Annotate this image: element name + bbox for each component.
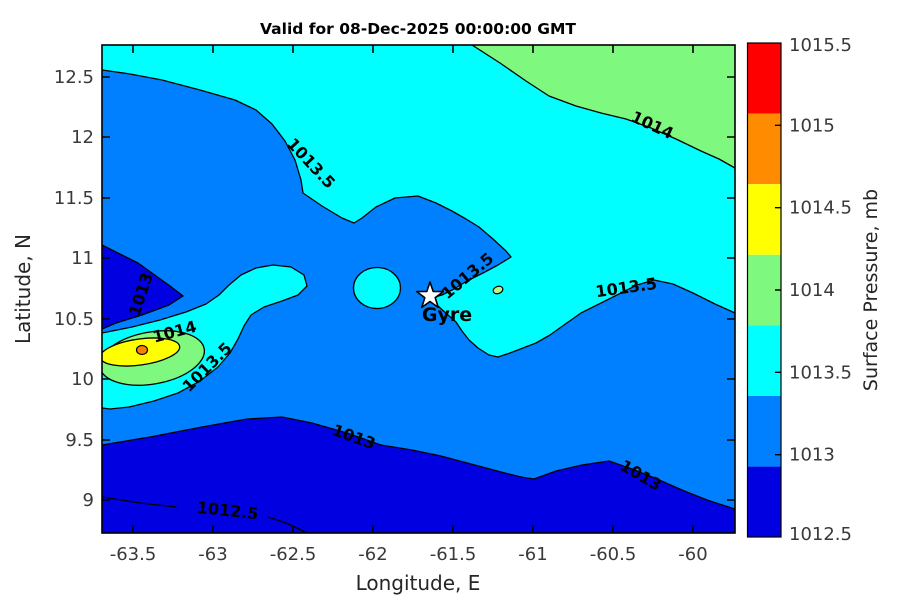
x-tick-label: -60.5 — [590, 544, 637, 565]
y-tick-label: 11.5 — [54, 188, 94, 209]
colorbar-band-orange — [747, 113, 781, 185]
y-tick-label: 9.5 — [65, 430, 94, 451]
colorbar-tick-label: 1014.5 — [789, 198, 852, 219]
gyre-label: Gyre — [422, 304, 472, 326]
colorbar-band-red — [747, 43, 781, 114]
plot-border — [101, 44, 736, 534]
colorbar-tick-label: 1013.5 — [789, 362, 852, 383]
colorbar-tick-labels: 1015.5 1015 1014.5 1014 1013.5 1013 1012… — [789, 35, 852, 545]
y-tick-marks — [102, 76, 735, 501]
contour-region-1014-northeast — [472, 45, 735, 168]
colorbar-band-blue — [747, 396, 781, 467]
axes-ticks — [101, 44, 736, 534]
y-tick-label: 12.5 — [54, 67, 94, 88]
colorbar-band-deep-blue — [747, 466, 781, 537]
contour-line-1014 — [471, 45, 735, 169]
contour-region-1015-core — [135, 344, 149, 356]
y-tick-label: 10.5 — [54, 309, 94, 330]
contour-region-1013p5-circle — [352, 266, 402, 310]
y-tick-label: 10 — [71, 369, 94, 390]
colorbar: 1015.5 1015 1014.5 1014 1013.5 1013 1012… — [746, 35, 882, 545]
y-tick-label: 11 — [71, 248, 94, 269]
contour-line-1013p5-island — [102, 264, 308, 410]
contour-region-1013p5-1014 — [102, 45, 735, 357]
colorbar-tick-label: 1015.5 — [789, 35, 852, 56]
y-tick-label: 9 — [83, 490, 94, 511]
plot-title: Valid for 08-Dec-2025 00:00:00 GMT — [260, 20, 576, 38]
contour-line-1013-south — [102, 416, 735, 510]
contour-region-below-1013-west — [102, 245, 183, 329]
x-tick-label: -62 — [358, 544, 387, 565]
colorbar-tick-label: 1015 — [789, 115, 835, 136]
x-tick-label: -63.5 — [110, 544, 157, 565]
colorbar-tick-marks — [775, 124, 781, 456]
colorbar-band-cyan — [747, 325, 781, 396]
x-tick-label: -61 — [518, 544, 547, 565]
x-tick-labels: -63.5 -63 -62.5 -62 -61.5 -61 -60.5 -60 — [110, 544, 708, 565]
x-tick-label: -61.5 — [430, 544, 477, 565]
x-axis-label: Longitude, E — [356, 571, 481, 595]
contour-region-tiny-1014-cell — [492, 285, 504, 295]
y-tick-labels: 12.5 12 11.5 11 10.5 10 9.5 9 — [54, 67, 94, 511]
contour-line-1013-west — [102, 244, 184, 330]
gyre-marker-group: Gyre — [415, 281, 472, 326]
contour-line-1013p5-main — [102, 69, 735, 358]
colorbar-band-yellow — [747, 184, 781, 255]
map-plot-area — [102, 45, 735, 533]
x-tick-label: -60 — [678, 544, 707, 565]
x-tick-label: -62.5 — [270, 544, 317, 565]
x-tick-label: -63 — [198, 544, 227, 565]
gyre-star-marker — [415, 281, 445, 309]
colorbar-tick-label: 1014 — [789, 280, 835, 301]
colorbar-tick-label: 1012.5 — [789, 524, 852, 545]
x-tick-marks — [132, 45, 694, 533]
y-axis-label: Latitude, N — [11, 234, 35, 344]
y-tick-label: 12 — [71, 127, 94, 148]
contour-region-below-1013-south — [102, 417, 735, 533]
colorbar-tick-label: 1013 — [789, 445, 835, 466]
colorbar-axis-label: Surface Pressure, mb — [860, 189, 882, 391]
